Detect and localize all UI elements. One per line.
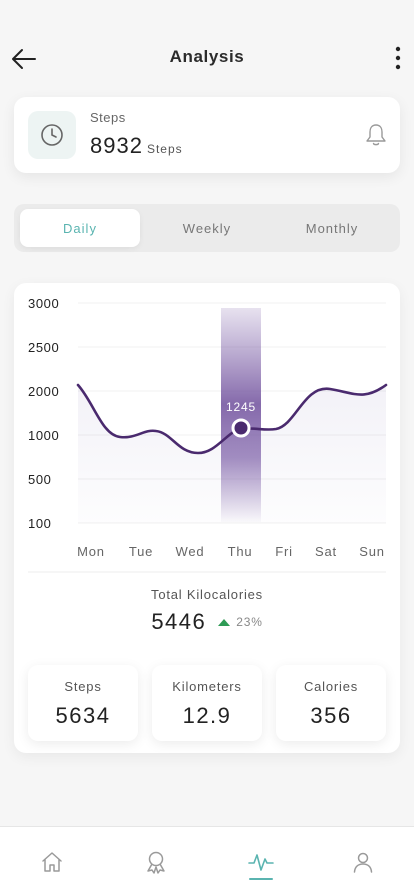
home-icon xyxy=(42,852,62,872)
steps-value-row: 8932 Steps xyxy=(90,133,183,159)
y-tick-label: 2000 xyxy=(28,384,59,399)
app-header: Analysis xyxy=(0,0,414,110)
x-tick-label: Thu xyxy=(228,544,253,559)
stat-kilometers-value: 12.9 xyxy=(182,703,232,728)
stat-calories-value: 356 xyxy=(310,703,352,728)
y-tick-label: 500 xyxy=(28,472,52,487)
kilocalories-row: 5446 23% xyxy=(14,609,400,635)
bell-icon xyxy=(366,124,386,146)
nav-active-indicator xyxy=(249,878,273,880)
page-title: Analysis xyxy=(169,47,245,66)
highlight-value-label: 1245 xyxy=(226,400,256,414)
activity-icon xyxy=(248,854,274,871)
stat-steps-value: 5634 xyxy=(55,703,111,728)
x-tick-label: Fri xyxy=(275,544,293,559)
bottom-navigation xyxy=(0,826,414,896)
period-tabs: Daily Weekly Monthly xyxy=(14,204,400,252)
kilocalories-change: 23% xyxy=(236,615,263,629)
notification-button[interactable] xyxy=(362,121,390,149)
more-vertical-icon xyxy=(395,46,401,70)
tab-daily[interactable]: Daily xyxy=(20,209,140,247)
user-icon xyxy=(353,852,373,873)
nav-activity[interactable] xyxy=(246,847,276,877)
line-area-fill xyxy=(78,385,386,523)
clock-icon xyxy=(41,124,63,146)
back-button[interactable] xyxy=(8,43,40,75)
stat-calories-label: Calories xyxy=(303,679,359,694)
y-tick-label: 1000 xyxy=(28,428,59,443)
more-options-button[interactable] xyxy=(388,43,408,73)
y-tick-label: 2500 xyxy=(28,340,59,355)
tab-weekly[interactable]: Weekly xyxy=(182,220,232,236)
stat-kilometers-label: Kilometers xyxy=(172,679,242,694)
y-tick-label: 3000 xyxy=(28,296,59,311)
nav-profile[interactable] xyxy=(348,847,378,877)
nav-achievements[interactable] xyxy=(141,847,171,877)
series-line xyxy=(76,383,388,455)
steps-unit: Steps xyxy=(146,142,183,156)
award-icon xyxy=(147,851,165,874)
line-chart: 3000 2500 2000 1000 500 100 1245 Mon Tue Wed Thu… xyxy=(28,296,388,573)
x-tick-label: Tue xyxy=(129,544,153,559)
y-tick-label: 100 xyxy=(28,516,52,531)
stat-steps-label: Steps xyxy=(64,679,102,694)
analysis-chart-card: 3000 2500 2000 1000 500 100 1245 Mon Tue Wed Thu… xyxy=(14,283,400,753)
kilocalories-label: Total Kilocalories xyxy=(151,587,263,602)
highlight-point[interactable] xyxy=(231,418,251,438)
x-tick-label: Sun xyxy=(359,544,385,559)
tab-monthly[interactable]: Monthly xyxy=(305,220,359,236)
steps-summary-card: Steps 8932 Steps xyxy=(14,97,400,173)
steps-value: 8932 xyxy=(90,133,143,158)
steps-label: Steps xyxy=(90,110,126,125)
stat-kilometers[interactable]: Kilometers 12.9 xyxy=(152,665,262,741)
stat-calories[interactable]: Calories 356 xyxy=(276,665,386,741)
arrow-left-icon xyxy=(12,49,36,69)
trend-up-icon xyxy=(218,618,231,626)
kilocalories-value: 5446 xyxy=(151,609,207,634)
stat-steps[interactable]: Steps 5634 xyxy=(28,665,138,741)
x-tick-label: Mon xyxy=(77,544,105,559)
nav-home[interactable] xyxy=(37,847,67,877)
clock-icon-box xyxy=(28,111,76,159)
x-tick-label: Wed xyxy=(176,544,205,559)
x-tick-label: Sat xyxy=(315,544,337,559)
